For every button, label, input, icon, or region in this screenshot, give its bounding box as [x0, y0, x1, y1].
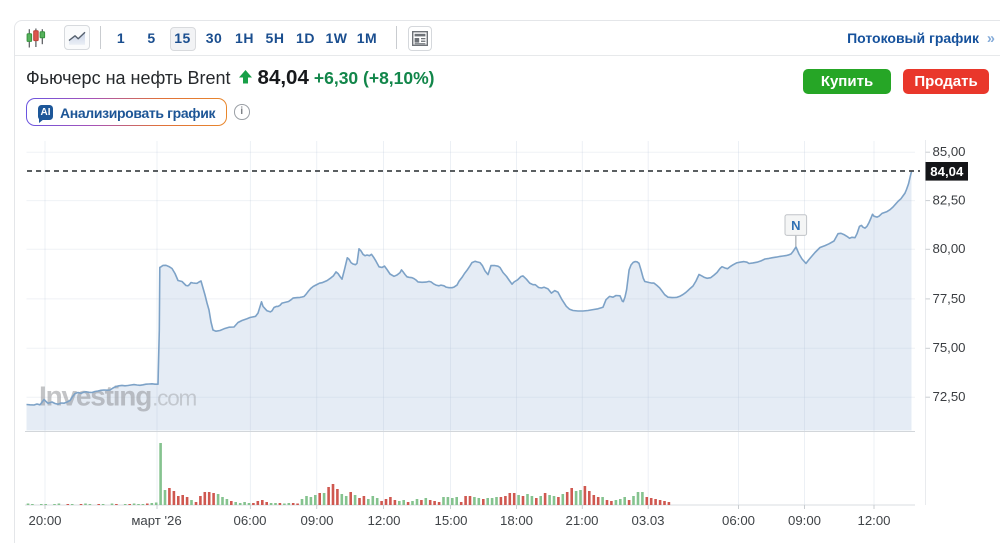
svg-text:06:00: 06:00	[233, 513, 266, 528]
svg-text:80,00: 80,00	[933, 241, 966, 256]
svg-text:85,00: 85,00	[933, 144, 966, 159]
svg-text:03.03: 03.03	[631, 513, 664, 528]
svg-text:15:00: 15:00	[434, 513, 467, 528]
svg-text:18:00: 18:00	[500, 513, 533, 528]
svg-text:84,04: 84,04	[930, 164, 964, 179]
svg-text:09:00: 09:00	[788, 513, 821, 528]
svg-text:21:00: 21:00	[565, 513, 598, 528]
svg-text:Investing.com: Investing.com	[39, 381, 197, 412]
svg-text:12:00: 12:00	[857, 513, 890, 528]
svg-text:75,00: 75,00	[933, 340, 966, 355]
svg-text:82,50: 82,50	[933, 193, 966, 208]
svg-text:72,50: 72,50	[933, 389, 966, 404]
svg-text:09:00: 09:00	[300, 513, 333, 528]
svg-text:N: N	[791, 218, 800, 233]
svg-text:март '26: март '26	[131, 513, 181, 528]
svg-text:06:00: 06:00	[722, 513, 755, 528]
svg-text:77,50: 77,50	[933, 291, 966, 306]
svg-text:12:00: 12:00	[367, 513, 400, 528]
svg-text:20:00: 20:00	[28, 513, 61, 528]
